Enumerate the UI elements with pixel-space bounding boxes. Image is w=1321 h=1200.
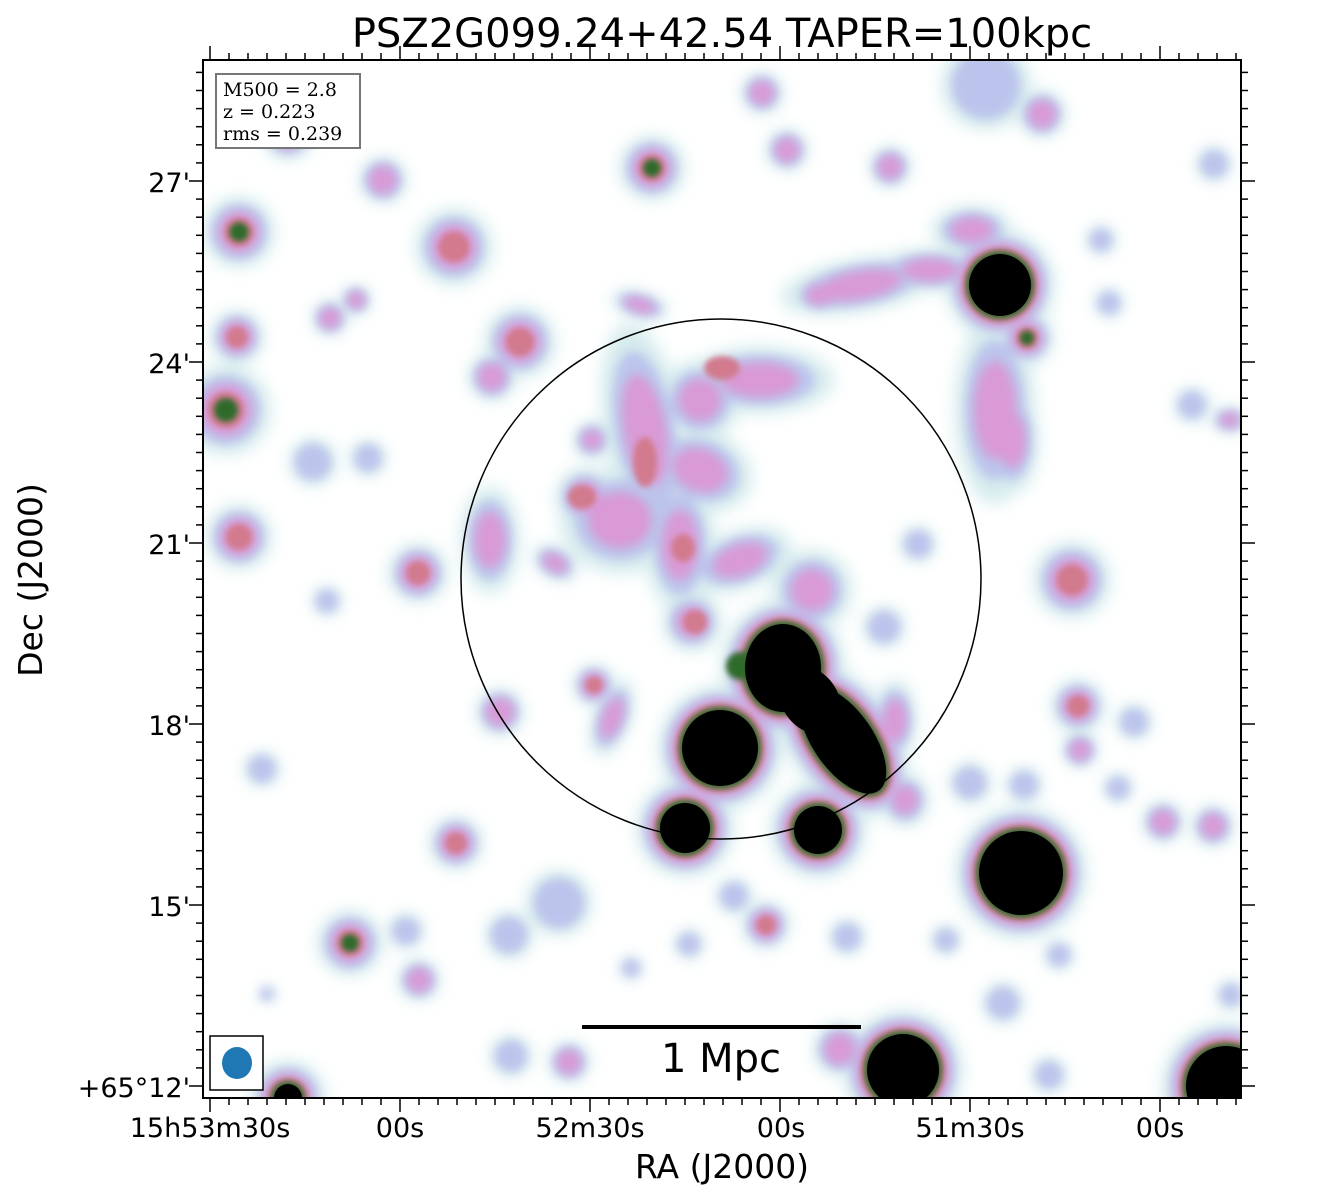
x-tick-label: 00s [376, 1113, 424, 1144]
x-tick-labels: 15h53m30s 00s 52m30s 00s 51m30s 00s [130, 1113, 1185, 1144]
info-rms: rms = 0.239 [223, 123, 342, 145]
x-axis-label: RA (J2000) [635, 1147, 809, 1186]
beam-box [209, 1035, 264, 1091]
radio-emission-image [203, 60, 1241, 1098]
x-tick-label: 00s [757, 1113, 805, 1144]
y-tick-label: 18' [148, 711, 190, 742]
info-box: M500 = 2.8 z = 0.223 rms = 0.239 [215, 73, 361, 149]
scale-bar-label: 1 Mpc [661, 1036, 781, 1082]
y-tick-labels: 27' 24' 21' 18' 15' +65°12' [78, 168, 190, 1104]
r500-circle [460, 318, 982, 840]
x-tick-label: 00s [1136, 1113, 1184, 1144]
plot-title: PSZ2G099.24+42.54 TAPER=100kpc [352, 11, 1092, 57]
y-tick-label: 27' [148, 168, 190, 199]
y-axis-label: Dec (J2000) [11, 483, 50, 677]
axis-ticks [189, 46, 1255, 1112]
y-tick-label: 15' [148, 892, 190, 923]
y-tick-label: 24' [148, 349, 190, 380]
x-tick-label: 15h53m30s [130, 1113, 291, 1144]
y-tick-label: +65°12' [78, 1073, 190, 1104]
info-redshift: z = 0.223 [223, 101, 315, 123]
beam-ellipse-icon [222, 1047, 252, 1079]
y-tick-label: 21' [148, 530, 190, 561]
x-tick-label: 52m30s [535, 1113, 644, 1144]
scale-bar: 1 Mpc [582, 1025, 861, 1082]
info-m500: M500 = 2.8 [223, 79, 337, 101]
x-tick-label: 51m30s [915, 1113, 1024, 1144]
